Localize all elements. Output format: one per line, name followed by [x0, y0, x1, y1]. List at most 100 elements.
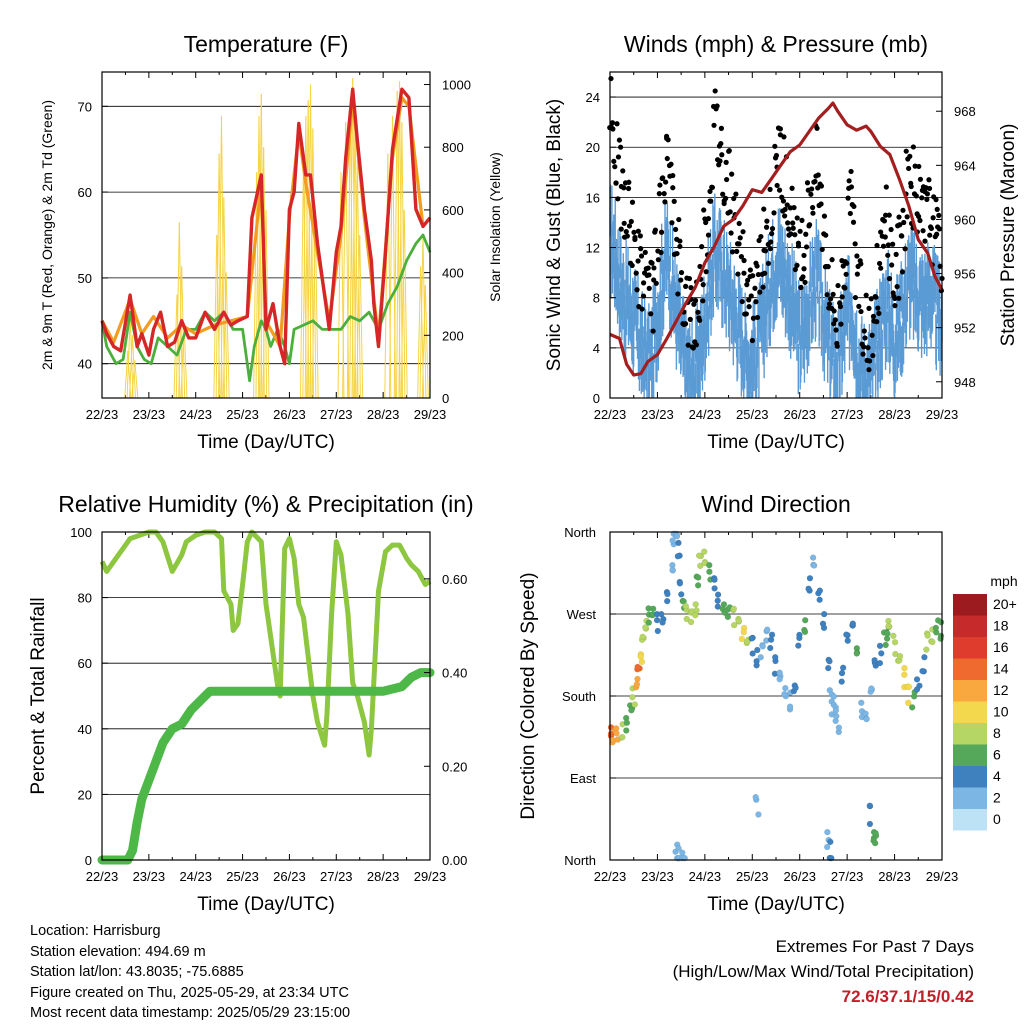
direction-point: [638, 658, 646, 666]
direction-point: [772, 654, 779, 661]
direction-point: [714, 597, 721, 604]
gust-point: [878, 229, 884, 235]
temp2m-line: [100, 87, 432, 366]
x-tick-label: 23/23: [133, 407, 166, 422]
gust-point: [774, 182, 780, 189]
direction-point: [884, 630, 891, 637]
solar-spike: [178, 266, 183, 399]
y-tick-label: 50: [78, 271, 92, 286]
direction-point: [757, 654, 764, 661]
gust-point: [618, 144, 624, 150]
gust-point: [621, 220, 627, 226]
gust-point: [829, 257, 835, 263]
gust-point: [874, 242, 880, 249]
direction-point: [649, 605, 657, 612]
gust-point: [902, 246, 908, 252]
direction-point: [872, 830, 879, 837]
gust-point: [739, 298, 745, 305]
x-tick-label: 24/23: [179, 869, 212, 884]
direction-point: [932, 624, 940, 632]
chart-panel-1: Winds (mph) & Pressure (mb) 22/23 23/23 24/…: [544, 31, 1019, 453]
gust-point: [881, 218, 887, 224]
direction-point: [782, 684, 789, 692]
gust-point: [907, 153, 913, 159]
x-tick-label: 25/23: [736, 407, 769, 422]
direction-point: [896, 652, 904, 660]
direction-point: [664, 590, 671, 598]
gust-point: [612, 164, 618, 170]
chart-title: Temperature (F): [184, 31, 349, 57]
gust-point: [755, 271, 761, 278]
gust-point: [874, 319, 880, 325]
y-tick-label: West: [567, 607, 597, 622]
gust-point: [899, 269, 906, 275]
colorbar-label: 10: [993, 704, 1009, 720]
gust-point: [686, 275, 693, 282]
precip-line: [97, 668, 435, 865]
solar-spike: [417, 266, 422, 399]
x-tick-label: 24/23: [689, 407, 722, 422]
direction-point: [921, 654, 928, 661]
gust-point: [809, 186, 815, 192]
colorbar: mph 20+ 18 16 14 12 10 8 6 4 2 0: [953, 573, 1018, 831]
gust-point: [919, 195, 925, 201]
extremes-values: 72.6/37.1/15/0.42: [841, 987, 974, 1006]
solar-spike: [134, 360, 139, 399]
gust-point: [758, 233, 764, 240]
x-tick-label: 25/23: [226, 407, 259, 422]
gust-point: [865, 345, 871, 351]
plot-frame: [101, 71, 431, 399]
direction-point: [748, 635, 755, 642]
y-tick-label: 12: [586, 241, 600, 256]
direction-point: [882, 641, 889, 649]
gust-point: [803, 244, 810, 250]
gust-point: [757, 289, 763, 295]
gust-point: [699, 244, 705, 250]
gust-point: [692, 297, 699, 304]
y2-tick-label: 960: [954, 212, 976, 227]
gust-point: [709, 184, 716, 191]
direction-point: [692, 601, 699, 608]
gust-point: [670, 185, 676, 191]
gust-point: [885, 252, 891, 258]
direction-point: [682, 602, 690, 610]
gust-point: [609, 120, 616, 126]
gust-point: [870, 313, 877, 319]
gust-point: [717, 158, 723, 164]
y-tick-label: 70: [78, 99, 92, 114]
direction-point: [929, 638, 936, 646]
gust-point: [615, 154, 622, 160]
x-tick-label: 28/23: [367, 869, 400, 884]
direction-point: [820, 610, 828, 618]
colorbar-swatch: [953, 723, 987, 745]
solar-spike: [351, 115, 356, 399]
y2-tick-label: 948: [954, 375, 976, 390]
gust-point: [920, 228, 926, 234]
gust-point: [741, 270, 747, 276]
gust-point: [634, 287, 640, 293]
gust-point: [748, 293, 754, 299]
direction-point: [919, 667, 926, 675]
direction-point: [675, 539, 682, 547]
gust-point: [799, 217, 805, 223]
direction-point: [830, 693, 838, 700]
gust-point: [657, 182, 663, 188]
gust-point: [767, 186, 773, 192]
gust-point: [794, 262, 800, 268]
gust-point: [740, 229, 746, 235]
gust-point: [756, 237, 762, 244]
direction-point: [730, 621, 738, 629]
gust-point: [917, 217, 923, 224]
gust-point: [703, 219, 709, 226]
gust-point: [847, 210, 853, 217]
gust-point: [645, 265, 651, 271]
gust-point: [926, 185, 933, 192]
gust-point: [934, 206, 940, 212]
gust-point: [610, 126, 616, 132]
gust-point: [846, 178, 852, 184]
y-axis-label: Percent & Total Rainfall: [28, 597, 49, 794]
y2-tick-label: 1000: [442, 78, 471, 93]
direction-point: [759, 643, 766, 650]
gust-point: [832, 317, 838, 323]
gust-point: [765, 260, 772, 267]
